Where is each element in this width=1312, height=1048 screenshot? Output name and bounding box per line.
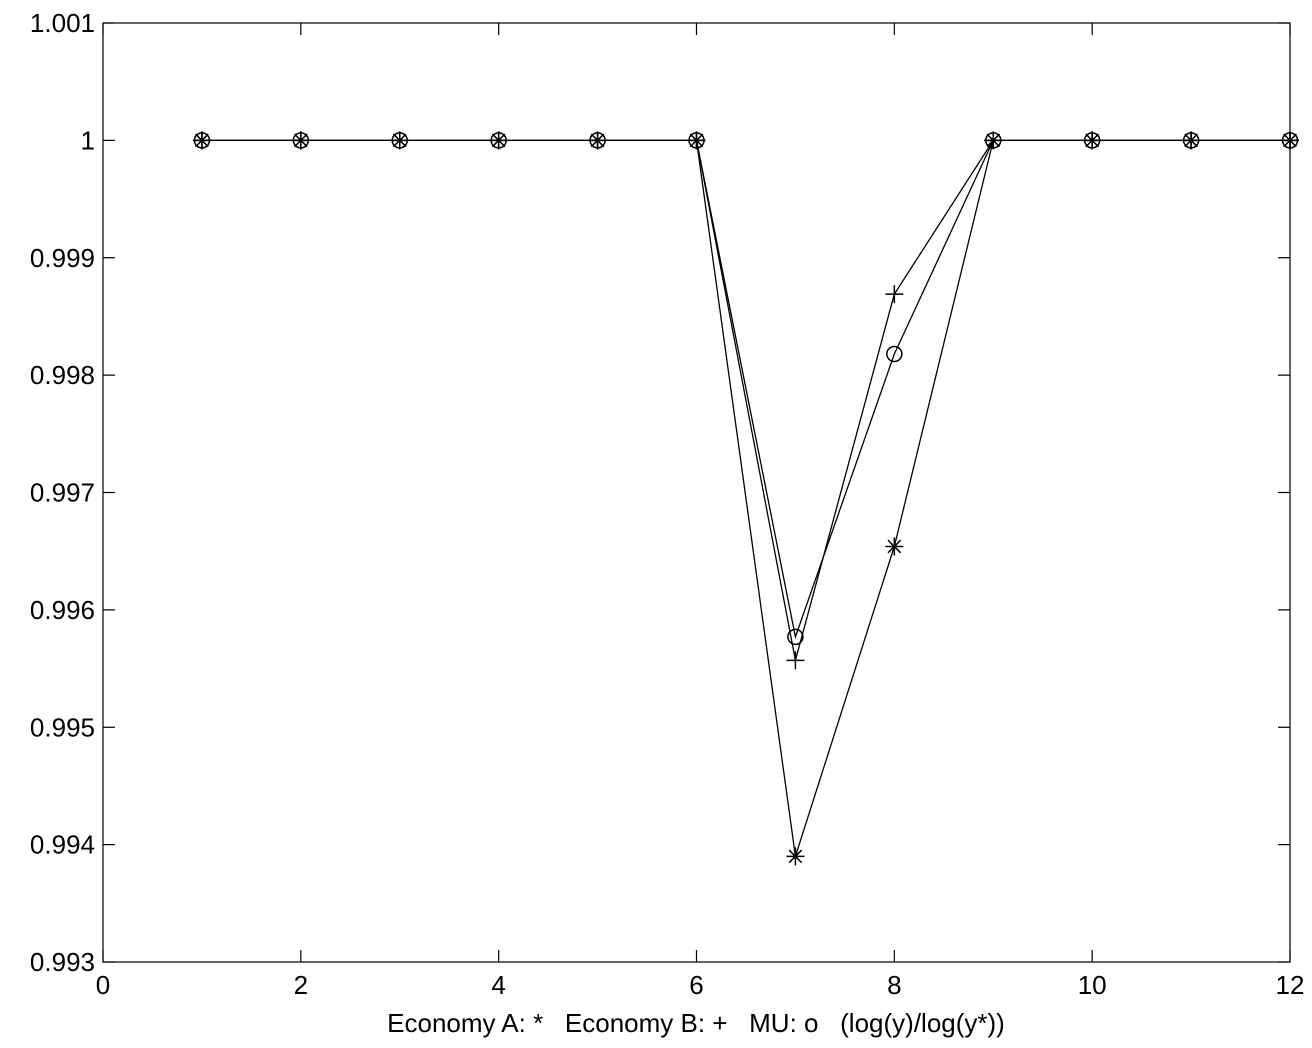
marker-outline: [1182, 132, 1200, 149]
y-tick-label: 0.998: [30, 360, 95, 390]
marker-outline: [1281, 132, 1299, 149]
data-point: [688, 132, 705, 149]
data-point: [490, 132, 507, 149]
marker-outline: [490, 132, 507, 149]
y-tick-label: 1.001: [30, 8, 95, 38]
x-tick-label: 10: [1078, 970, 1107, 1000]
x-tick-label: 12: [1276, 970, 1305, 1000]
marker-outline: [886, 345, 903, 363]
data-point: [589, 132, 606, 149]
data-point: [985, 132, 1002, 149]
x-tick-label: 8: [887, 970, 901, 1000]
data-point: [1182, 132, 1200, 149]
marker-outline: [193, 132, 211, 149]
y-tick-label: 0.994: [30, 830, 95, 860]
marker-outline: [787, 628, 804, 646]
marker-outline: [985, 132, 1002, 149]
y-tick-label: 0.996: [30, 595, 95, 625]
data-point: [786, 651, 805, 670]
data-point: [292, 132, 310, 149]
marker-outline: [292, 132, 310, 149]
data-point: [787, 628, 804, 646]
x-tick-label: 0: [96, 970, 110, 1000]
series-line: [201, 139, 1290, 640]
y-tick-label: 0.997: [30, 478, 95, 508]
x-tick-label: 4: [491, 970, 505, 1000]
plot-frame: [102, 22, 1291, 963]
marker-outline: [1083, 132, 1101, 149]
x-axis-label: Economy A: * Economy B: + MU: o (log(y)/…: [387, 1008, 1005, 1038]
y-tick-label: 0.999: [30, 243, 95, 273]
marker-outline: [589, 132, 606, 149]
y-tick-label: 1: [81, 125, 95, 155]
x-tick-label: 6: [689, 970, 703, 1000]
marker-outline: [391, 132, 408, 149]
data-point: [1281, 132, 1299, 149]
data-point: [885, 537, 904, 556]
data-point: [391, 132, 408, 149]
data-point: [786, 847, 805, 866]
data-point: [886, 345, 903, 363]
y-tick-label: 0.993: [30, 947, 95, 977]
marker-stroke: [788, 849, 803, 864]
x-tick-label: 2: [294, 970, 308, 1000]
data-point: [193, 132, 211, 149]
data-point: [885, 285, 904, 304]
data-point: [1083, 132, 1101, 149]
y-tick-label: 0.995: [30, 712, 95, 742]
marker-outline: [688, 132, 705, 149]
marker-stroke: [887, 539, 902, 554]
